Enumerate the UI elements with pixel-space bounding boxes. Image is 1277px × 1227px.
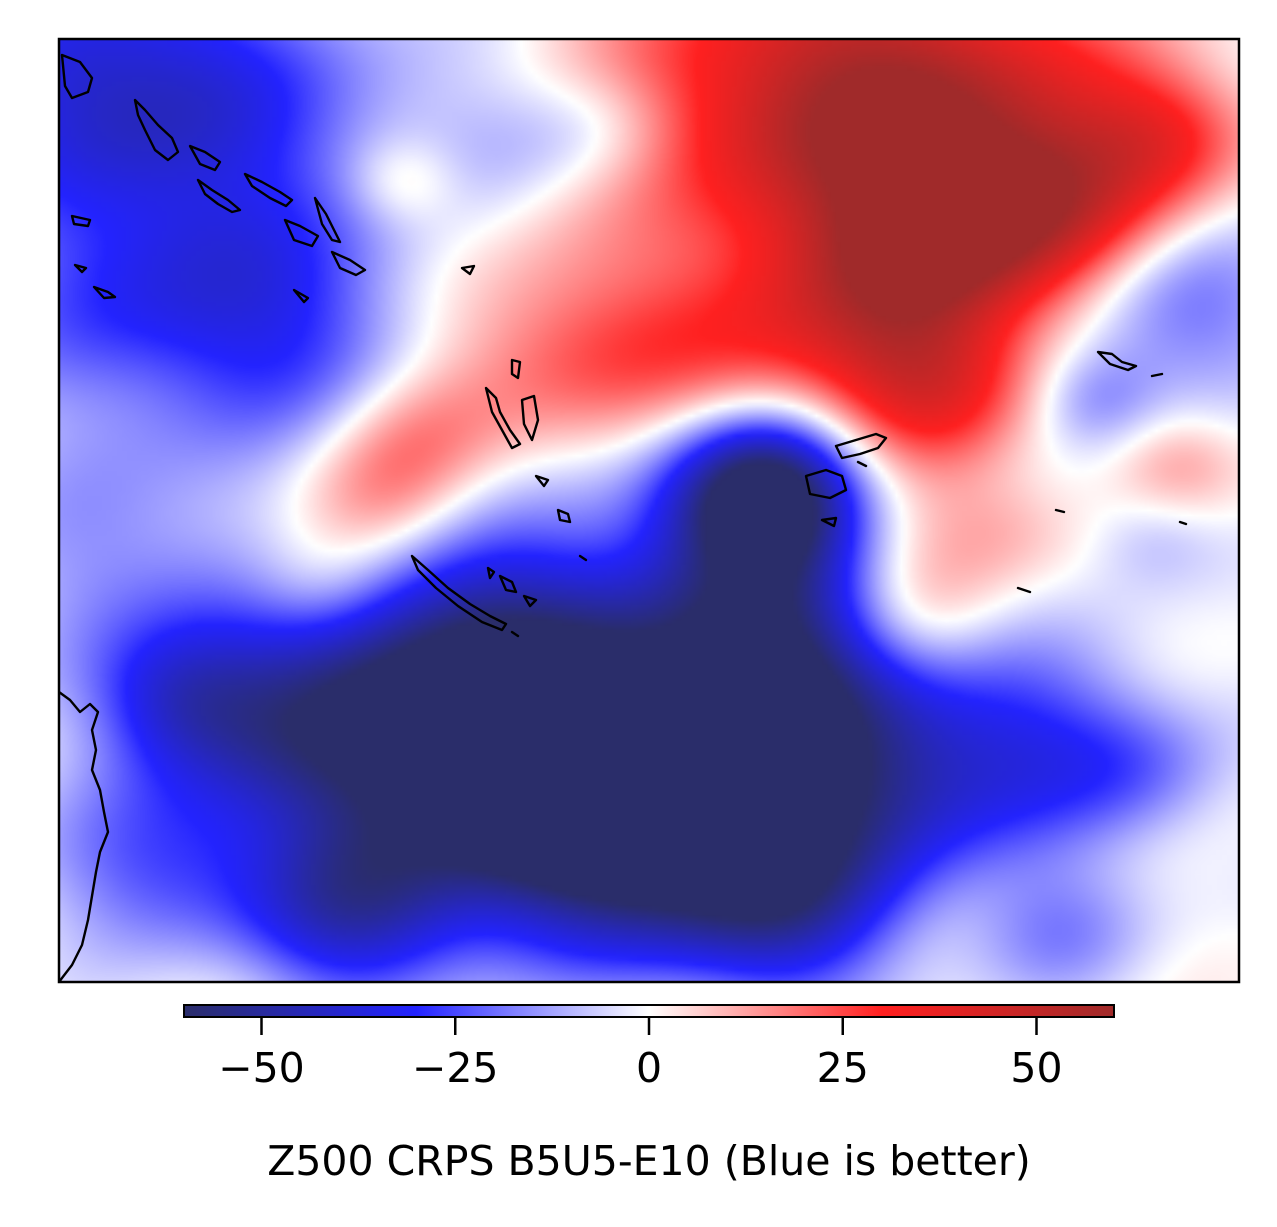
coastline-island <box>196 178 242 214</box>
colorbar: −50 −25 0 25 50 Z500 CRPS B5U5-E10 (Blue is … <box>183 1004 1115 1185</box>
coastline-island <box>1016 586 1032 594</box>
coastline-island <box>133 98 180 162</box>
coastline-island <box>313 196 342 244</box>
colorbar-tick-label: −50 <box>218 1044 305 1092</box>
colorbar-label: Z500 CRPS B5U5-E10 (Blue is better) <box>267 1137 1031 1185</box>
coastlines <box>59 53 1188 982</box>
coastline-island <box>556 508 572 524</box>
coastline-island <box>856 460 868 468</box>
colorbar-tick-label: 0 <box>636 1044 662 1092</box>
plot-frame <box>57 37 1241 984</box>
coastline-island <box>243 172 294 208</box>
coastline-island <box>578 554 588 562</box>
coastline-island <box>283 218 320 248</box>
coastline-island <box>330 250 367 277</box>
coastline-island <box>60 53 94 100</box>
coastline-island <box>1096 350 1138 372</box>
coastline-island <box>498 574 518 594</box>
coastline-island <box>1178 520 1188 526</box>
colorbar-bar <box>183 1004 1115 1018</box>
colorbar-tick-label: 25 <box>817 1044 869 1092</box>
coastline-island <box>410 554 508 632</box>
colorbar-ticks: −50 −25 0 25 50 <box>218 1017 1063 1092</box>
coastline-island <box>188 144 222 172</box>
coastline-island <box>1150 372 1164 378</box>
colorbar-tick-label: −25 <box>412 1044 499 1092</box>
coastline-island <box>820 516 838 528</box>
coastline-island <box>73 263 88 274</box>
coastline-island <box>834 432 888 460</box>
coastline-island <box>484 386 522 450</box>
coastline-island <box>520 394 540 442</box>
coastline-island <box>510 358 522 380</box>
coastline-island <box>486 566 496 580</box>
coastline-island <box>534 474 550 488</box>
coastline-island <box>292 288 310 304</box>
coastline-island <box>510 630 520 638</box>
coastline-island <box>70 214 92 228</box>
colorbar-tick-label: 50 <box>1010 1044 1062 1092</box>
coastline-island <box>460 264 476 276</box>
coastline-continent <box>59 691 110 982</box>
map-panel <box>57 37 1241 984</box>
score-difference-field <box>59 39 1239 982</box>
coastline-island <box>804 468 848 500</box>
coastline-island <box>92 285 117 300</box>
coastline-island <box>1054 508 1066 514</box>
coastline-island <box>522 594 538 608</box>
